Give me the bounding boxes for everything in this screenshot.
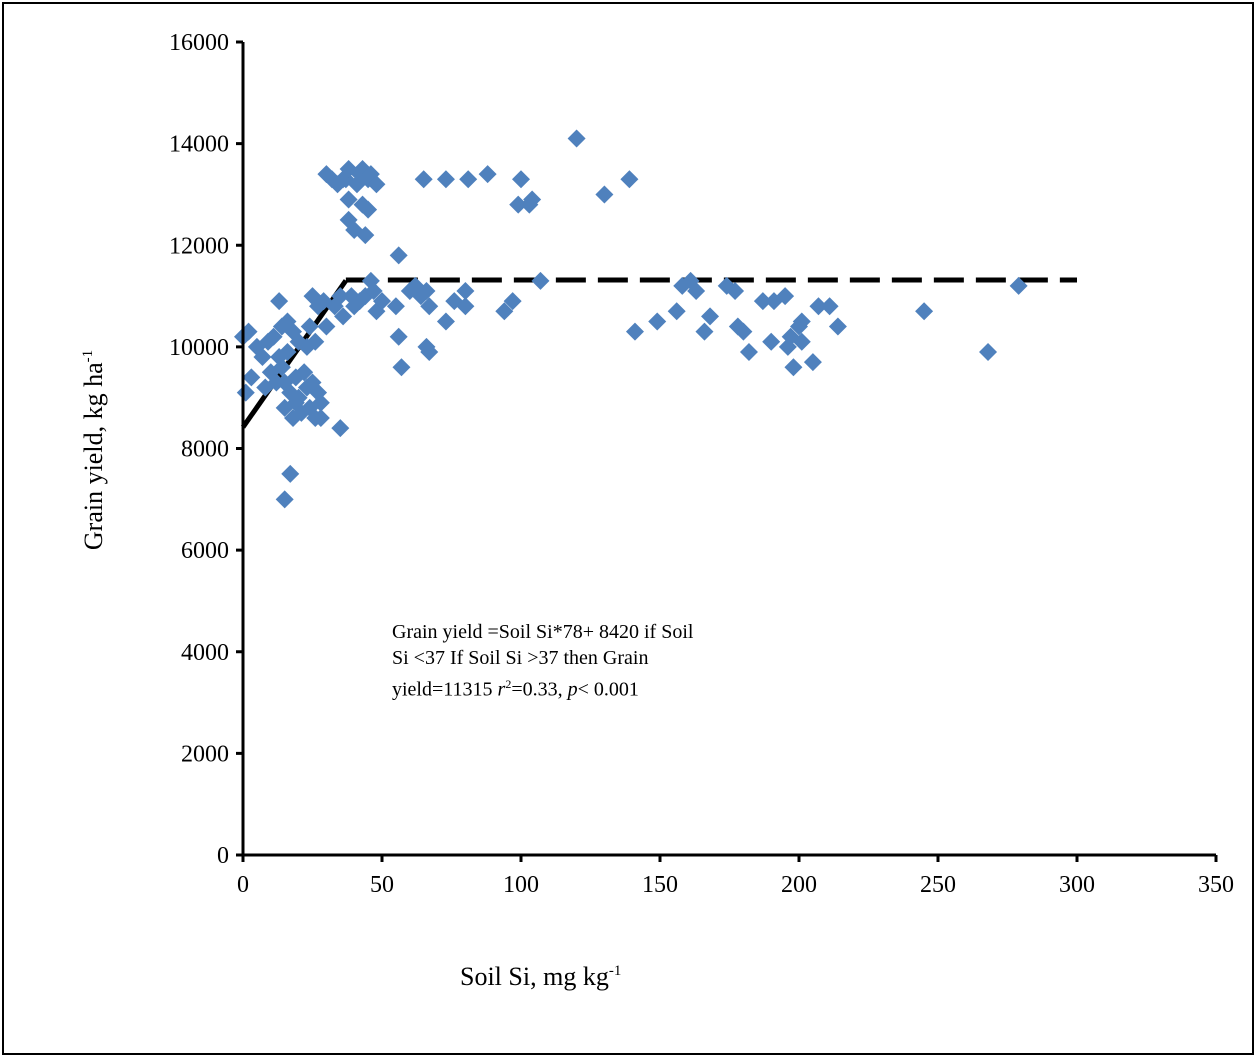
y-tick-label: 10000 — [169, 335, 229, 361]
data-point — [739, 342, 758, 361]
x-tick-label: 150 — [642, 872, 678, 898]
data-point — [648, 312, 667, 331]
data-point — [620, 170, 639, 189]
data-point — [364, 281, 383, 300]
x-tick-label: 50 — [370, 872, 394, 898]
data-point — [331, 287, 350, 306]
data-point — [392, 358, 411, 377]
y-tick-label: 12000 — [169, 233, 229, 259]
data-point — [915, 302, 934, 321]
axes-group — [236, 40, 1218, 862]
data-point — [776, 287, 795, 306]
data-point — [762, 332, 781, 351]
data-point — [512, 170, 530, 189]
data-point — [828, 317, 847, 336]
data-point — [331, 419, 350, 438]
data-point — [695, 322, 714, 341]
data-point — [236, 383, 255, 402]
data-point — [334, 307, 353, 326]
y-tick-label: 14000 — [169, 132, 229, 158]
data-point — [495, 302, 514, 321]
data-point — [667, 302, 686, 321]
y-tick-label: 4000 — [181, 640, 229, 666]
data-point — [792, 332, 811, 351]
annotation-line-3: yield=11315 r2=0.33, p< 0.001 — [392, 677, 639, 701]
data-point — [687, 281, 706, 300]
data-point — [281, 464, 300, 483]
data-point — [264, 327, 283, 346]
data-point — [509, 195, 528, 214]
data-point — [595, 185, 614, 204]
data-point — [295, 363, 314, 382]
data-point — [420, 297, 439, 316]
regression-annotation: Grain yield =Soil Si*78+ 8420 if Soil Si… — [392, 619, 862, 703]
data-point — [317, 317, 336, 336]
data-point — [436, 312, 455, 331]
data-point — [300, 317, 319, 336]
annotation-line-1: Grain yield =Soil Si*78+ 8420 if Soil — [392, 621, 694, 643]
data-point — [306, 332, 325, 351]
data-point — [531, 271, 550, 290]
data-point — [367, 175, 386, 194]
data-point — [389, 246, 408, 265]
data-point — [242, 368, 261, 387]
y-tick-label: 8000 — [181, 437, 229, 463]
data-point — [734, 322, 753, 341]
data-point — [503, 292, 522, 311]
data-point — [359, 200, 378, 219]
y-tick-label: 16000 — [169, 30, 229, 56]
y-tick-label: 0 — [217, 843, 229, 869]
data-point — [289, 388, 308, 407]
data-point — [436, 170, 455, 189]
data-point — [456, 281, 475, 300]
x-tick-label: 100 — [503, 872, 539, 898]
data-point — [809, 297, 828, 316]
data-point — [339, 190, 358, 209]
data-point — [311, 409, 330, 428]
x-tick-label: 0 — [237, 872, 249, 898]
x-axis-title: Soil Si, mg kg-1 — [460, 962, 621, 991]
data-point — [414, 170, 433, 189]
data-point — [253, 348, 272, 367]
data-points-group — [234, 129, 1028, 509]
y-tick-label: 2000 — [181, 741, 229, 767]
x-tick-label: 300 — [1059, 872, 1095, 898]
data-point — [625, 322, 644, 341]
x-tick-label: 350 — [1198, 872, 1234, 898]
data-point — [701, 307, 720, 326]
data-point — [275, 490, 294, 509]
data-point — [726, 281, 745, 300]
data-point — [373, 292, 391, 311]
data-point — [278, 342, 297, 361]
data-point — [459, 170, 478, 189]
annotation-line-2: Si <37 If Soil Si >37 then Grain — [392, 647, 649, 669]
data-point — [820, 297, 839, 316]
data-point — [523, 190, 542, 209]
x-tick-label: 250 — [920, 872, 956, 898]
data-point — [784, 358, 803, 377]
data-point — [389, 327, 408, 346]
data-point — [979, 342, 998, 361]
data-point — [567, 129, 586, 148]
data-point — [478, 165, 497, 184]
data-point — [1009, 276, 1028, 295]
y-tick-label: 6000 — [181, 538, 229, 564]
data-point — [420, 342, 439, 361]
data-point — [386, 297, 405, 316]
data-point — [272, 358, 291, 377]
data-point — [803, 353, 822, 372]
data-point — [792, 312, 811, 331]
x-tick-label: 200 — [781, 872, 817, 898]
data-point — [753, 292, 772, 311]
tick-labels-group: 0 50 100 150 200 250 300 350 0 2000 4000 6000 8000 10… — [169, 30, 1234, 898]
y-axis-title: Grain yield, kg ha-1 — [79, 350, 108, 550]
data-point — [311, 393, 330, 412]
data-point — [270, 292, 289, 311]
data-point — [456, 297, 475, 316]
data-point — [356, 226, 375, 245]
data-point — [417, 281, 436, 300]
